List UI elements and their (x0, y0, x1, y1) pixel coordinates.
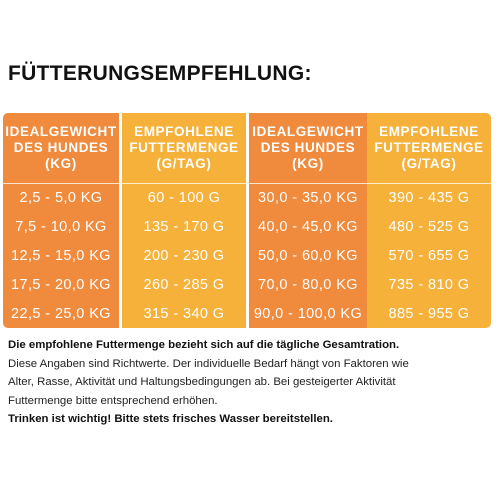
table-cell: 60 - 100 G (147, 190, 221, 207)
table-column-weight-1: IDEALGEWICHT DES HUNDES (KG) 2,5 - 5,0 K… (3, 113, 119, 328)
feeding-notes: Die empfohlene Futtermenge bezieht sich … (8, 336, 496, 429)
header-line: DES HUNDES (260, 140, 356, 155)
header-line: DES HUNDES (13, 140, 109, 155)
table-cell: 7,5 - 10,0 KG (15, 219, 107, 236)
table-cell: 30,0 - 35,0 KG (258, 190, 358, 207)
table-cell: 480 - 525 G (388, 219, 470, 236)
header-line: (KG) (292, 156, 324, 171)
table-cell: 70,0 - 80,0 KG (258, 276, 358, 293)
feeding-table: IDEALGEWICHT DES HUNDES (KG) 2,5 - 5,0 K… (3, 113, 491, 328)
page-title: FÜTTERUNGSEMPFEHLUNG: (8, 62, 312, 85)
table-cell: 12,5 - 15,0 KG (11, 247, 111, 264)
table-cell: 50,0 - 60,0 KG (258, 247, 358, 264)
table-column-amount-2: EMPFOHLENE FUTTERMENGE (G/TAG) 390 - 435… (367, 113, 491, 328)
header-line: (G/TAG) (401, 156, 457, 171)
note-line: Alter, Rasse, Aktivität und Haltungsbedi… (8, 376, 396, 388)
column-header: EMPFOHLENE FUTTERMENGE (G/TAG) (367, 113, 491, 184)
column-header: EMPFOHLENE FUTTERMENGE (G/TAG) (122, 113, 246, 184)
column-header: IDEALGEWICHT DES HUNDES (KG) (249, 113, 367, 184)
note-line: Diese Angaben sind Richtwerte. Der indiv… (8, 357, 409, 370)
table-cell: 315 - 340 G (143, 305, 225, 322)
header-line: (G/TAG) (156, 156, 212, 171)
note-line: Die empfohlene Futtermenge bezieht sich … (8, 339, 400, 351)
table-cell: 885 - 955 G (388, 305, 470, 322)
table-cell: 40,0 - 45,0 KG (258, 219, 358, 236)
table-cell: 570 - 655 G (388, 247, 470, 264)
table-column-weight-2: IDEALGEWICHT DES HUNDES (KG) 30,0 - 35,0… (249, 113, 367, 328)
table-cell: 90,0 - 100,0 KG (253, 305, 363, 322)
table-cell: 22,5 - 25,0 KG (11, 305, 111, 322)
note-line: Futtermenge bitte entsprechend erhöhen. (8, 394, 218, 407)
table-cell: 17,5 - 20,0 KG (11, 276, 111, 293)
header-line: FUTTERMENGE (129, 140, 239, 155)
table-column-amount-1: EMPFOHLENE FUTTERMENGE (G/TAG) 60 - 100 … (122, 113, 246, 328)
header-line: EMPFOHLENE (379, 124, 479, 139)
table-cell: 2,5 - 5,0 KG (19, 190, 103, 207)
header-line: FUTTERMENGE (374, 140, 484, 155)
note-line: Trinken ist wichtig! Bitte stets frische… (8, 413, 333, 425)
column-header: IDEALGEWICHT DES HUNDES (KG) (3, 113, 119, 184)
header-line: IDEALGEWICHT (252, 124, 364, 139)
table-cell: 200 - 230 G (143, 247, 225, 264)
table-cell: 390 - 435 G (388, 190, 470, 207)
table-cell: 260 - 285 G (143, 276, 225, 293)
header-line: (KG) (45, 156, 77, 171)
table-cell: 735 - 810 G (388, 276, 470, 293)
header-line: IDEALGEWICHT (5, 124, 117, 139)
header-line: EMPFOHLENE (134, 124, 234, 139)
table-cell: 135 - 170 G (143, 219, 225, 236)
